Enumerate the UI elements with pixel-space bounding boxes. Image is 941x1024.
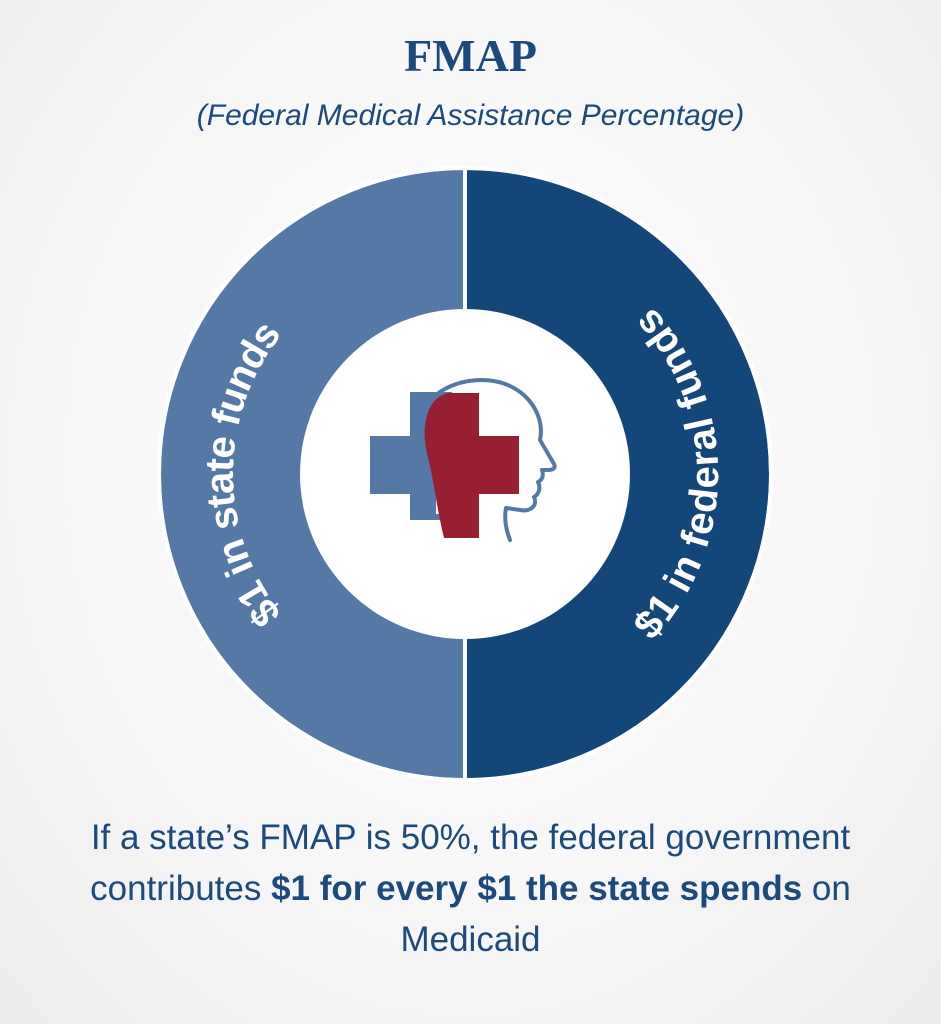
page-title: FMAP	[404, 30, 537, 81]
donut-outline	[157, 166, 773, 782]
caption: If a state’s FMAP is 50%, the federal go…	[90, 818, 851, 959]
medical-cross-head-icon	[370, 378, 557, 542]
page-subtitle: (Federal Medical Assistance Percentage)	[196, 99, 745, 132]
